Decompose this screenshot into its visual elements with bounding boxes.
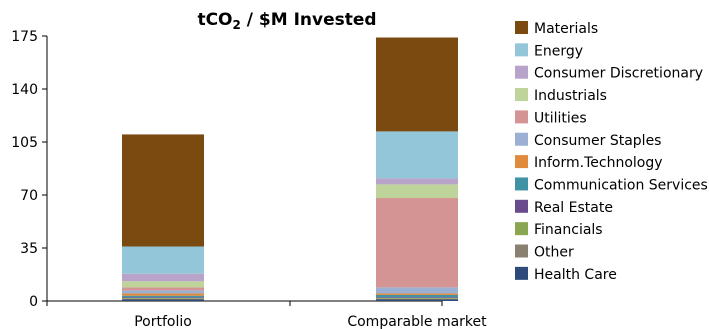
bar-segment: [122, 246, 204, 274]
y-tick-label: 70: [20, 188, 38, 204]
y-tick-label: 140: [11, 82, 38, 98]
legend-swatch: [515, 244, 528, 258]
bar-segment: [122, 281, 204, 288]
legend-swatch: [515, 155, 528, 169]
bar-segment: [376, 131, 458, 179]
legend-swatch: [515, 110, 528, 124]
bar-segment: [376, 287, 458, 294]
bar-segment: [122, 273, 204, 282]
bar-segment: [122, 293, 204, 296]
bar-segment: [376, 198, 458, 288]
bar-segment: [122, 287, 204, 291]
legend-label: Other: [534, 245, 574, 261]
legend-swatch: [515, 65, 528, 79]
bar-segment: [376, 299, 458, 301]
legend-swatch: [515, 43, 528, 57]
chart-title: tCO2 / $M Invested: [197, 10, 376, 32]
legend-label: Real Estate: [534, 200, 613, 216]
legend-label: Consumer Discretionary: [534, 66, 703, 82]
bar-segment: [122, 299, 204, 301]
y-tick-label: 105: [11, 135, 38, 151]
bar-segment: [122, 290, 204, 294]
legend-label: Inform.Technology: [534, 155, 663, 171]
bar-segment: [376, 294, 458, 298]
chart-title-main: tCO: [197, 10, 232, 30]
x-tick-label: Portfolio: [134, 314, 192, 329]
legend-label: Utilities: [534, 110, 587, 126]
legend-swatch: [515, 21, 528, 34]
bar-segment: [376, 184, 458, 199]
bar-segment: [122, 298, 204, 300]
y-tick-label: 35: [20, 241, 38, 257]
chart-title-subscript: 2: [233, 18, 241, 32]
legend-swatch: [515, 266, 528, 280]
legend-swatch: [515, 199, 528, 213]
bar-segment: [122, 297, 204, 298]
legend-swatch: [515, 222, 528, 236]
legend-label: Financials: [534, 222, 603, 238]
x-tick-label: Comparable market: [347, 314, 487, 329]
legend-swatch: [515, 88, 528, 102]
bar-segment: [122, 297, 204, 299]
bar-segment: [122, 134, 204, 247]
bar-segment: [376, 293, 458, 295]
plot-area: 0 35 70 105 140 175 Portfolio Comparable market: [11, 29, 487, 329]
bar-segment: [376, 298, 458, 300]
legend-label: Communication Services: [534, 177, 708, 193]
legend-label: Health Care: [534, 267, 617, 283]
bar-segment: [376, 297, 458, 298]
bar-segment: [376, 297, 458, 299]
legend: Materials Energy Consumer Discretionary Ind…: [515, 21, 708, 283]
legend-label: Materials: [534, 21, 598, 37]
bar-segment: [376, 178, 458, 185]
legend-swatch: [515, 132, 528, 146]
chart-title-rest: / $M Invested: [241, 10, 377, 30]
legend-label: Energy: [534, 43, 583, 59]
y-tick-label: 175: [11, 29, 38, 45]
y-tick-label: 0: [29, 294, 38, 310]
bar-segment: [376, 37, 458, 132]
legend-label: Consumer Staples: [534, 133, 661, 149]
bar-segment: [122, 295, 204, 298]
legend-swatch: [515, 177, 528, 191]
legend-label: Industrials: [534, 88, 607, 104]
